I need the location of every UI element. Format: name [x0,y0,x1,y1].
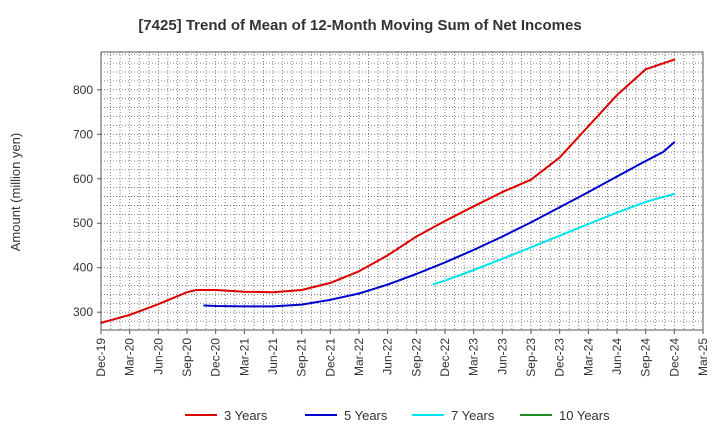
plot-area [101,52,703,330]
y-axis-label: Amount (million yen) [8,133,23,252]
y-tick-label: 700 [73,127,93,141]
x-tick-label: Mar-24 [581,338,595,376]
legend-label: 3 Years [224,408,268,423]
legend-label: 7 Years [451,408,495,423]
x-tick-label: Sep-22 [409,338,423,377]
chart-title: [7425] Trend of Mean of 12-Month Moving … [138,17,581,34]
x-tick-label: Jun-21 [266,338,280,375]
x-tick-label: Sep-20 [180,338,194,377]
x-tick-label: Mar-20 [123,338,137,376]
x-tick-label: Dec-23 [553,338,567,377]
legend: 3 Years 5 Years 7 Years 10 Years [185,408,610,423]
grid [101,52,703,330]
y-tick-label: 400 [73,261,93,275]
y-tick-label: 800 [73,83,93,97]
x-tick-label: Jun-20 [151,338,165,375]
x-tick-label: Jun-22 [381,338,395,375]
y-tick-label: 600 [73,172,93,186]
series-layer [100,58,676,324]
x-tick-label: Sep-23 [524,338,538,377]
x-tick-label: Dec-21 [323,338,337,377]
x-tick-label: Jun-24 [610,338,624,375]
x-tick-label: Mar-21 [237,338,251,376]
x-tick-label: Mar-25 [696,338,710,376]
series-line-3-years [100,58,676,324]
x-tick-label: Dec-19 [94,338,108,377]
x-tick-label: Sep-24 [639,338,653,377]
x-tick-label: Jun-23 [495,338,509,375]
series-line-7-years [432,192,676,286]
y-tick-label: 300 [73,305,93,319]
x-tick-label: Sep-21 [295,338,309,377]
x-tick-label: Dec-24 [667,338,681,377]
legend-label: 10 Years [559,408,610,423]
series-line-5-years [203,141,676,308]
x-axis: Dec-19 Mar-20 Jun-20 Sep-20 Dec-20 Mar-21 Jun-… [94,330,710,377]
x-tick-label: Dec-20 [209,338,223,377]
plot-frame [100,51,704,331]
x-tick-label: Mar-22 [352,338,366,376]
y-tick-label: 500 [73,216,93,230]
y-axis: 300 400 500 600 700 800 [73,83,101,319]
legend-label: 5 Years [344,408,388,423]
x-tick-label: Dec-22 [438,338,452,377]
x-tick-label: Mar-23 [467,338,481,376]
